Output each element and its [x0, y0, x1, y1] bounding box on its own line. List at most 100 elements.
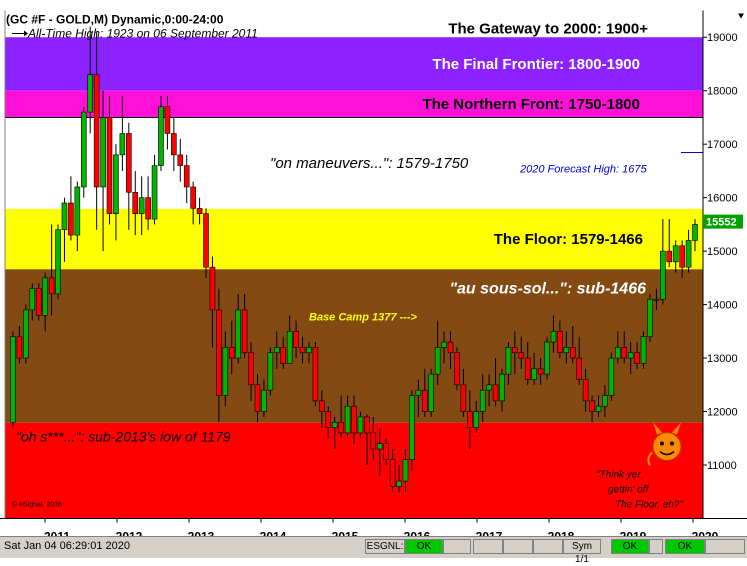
- candle-body: [434, 347, 441, 375]
- y-axis: 19000 18000 17000 16000 15000 14000 13000 12000…: [703, 32, 738, 472]
- candle-body: [280, 347, 287, 364]
- status-blank-3: [503, 539, 533, 554]
- candle-body: [409, 395, 415, 460]
- candle-body: [344, 405, 351, 434]
- candle-body: [672, 245, 679, 263]
- candle-body: [595, 405, 602, 412]
- candle-body: [151, 165, 158, 220]
- scroll-up-icon[interactable]: [738, 13, 744, 19]
- candle-body: [569, 347, 576, 359]
- candle-body: [421, 389, 428, 412]
- zone-label-4: The Floor: 1579-1466: [494, 231, 643, 248]
- y-tick-label: 12000: [707, 407, 738, 419]
- candle-body: [209, 266, 216, 311]
- status-datetime: Sat Jan 04 06:29:01 2020: [4, 540, 130, 552]
- status-ok-1[interactable]: OK: [405, 539, 443, 554]
- candle-body: [254, 384, 261, 412]
- candle-body: [614, 347, 621, 359]
- candle-body: [467, 411, 473, 428]
- candle-body: [621, 347, 628, 359]
- candle-body: [235, 309, 241, 359]
- candle-body: [248, 352, 254, 386]
- candle-body: [679, 245, 685, 268]
- candle-body: [183, 165, 190, 188]
- candle-body: [454, 352, 460, 386]
- candle-body: [608, 357, 615, 396]
- candle-body: [415, 389, 422, 396]
- status-sym: Sym 1/1: [563, 539, 601, 565]
- candle-body: [132, 192, 139, 215]
- candle-body: [286, 331, 293, 364]
- status-blank-6: [705, 539, 745, 554]
- candle-body: [196, 208, 203, 214]
- status-ok-3[interactable]: OK: [665, 539, 705, 554]
- status-ok-2[interactable]: OK: [611, 539, 649, 554]
- candle-body: [228, 347, 235, 359]
- y-tick-label: 18000: [707, 86, 738, 98]
- zone-label-1: The Final Frontier: 1800-1900: [432, 56, 640, 73]
- candle-body: [306, 347, 312, 354]
- candle-body: [627, 352, 634, 359]
- candle-body: [293, 331, 299, 348]
- candle-body: [190, 186, 196, 209]
- candle-body: [653, 298, 660, 301]
- candle-body: [68, 202, 74, 236]
- last-price-badge: 15552: [703, 214, 743, 229]
- zone-band-1: [5, 37, 703, 91]
- candle-body: [74, 186, 81, 236]
- status-blank-2: [473, 539, 503, 554]
- y-tick-label: 19000: [707, 32, 738, 44]
- devil-mascot-icon: [647, 422, 682, 466]
- zone-label-2: The Northern Front: 1750-1800: [422, 96, 640, 113]
- candle-body: [106, 117, 113, 214]
- quip-line-2: gettin' off: [608, 485, 649, 496]
- candle-body: [460, 384, 467, 412]
- candle-body: [576, 357, 582, 380]
- candle-body: [402, 459, 409, 482]
- candle-body: [473, 411, 480, 428]
- ath-arrow-icon: [12, 30, 28, 37]
- quip-line-3: The Floor, eh?": [615, 500, 683, 511]
- candle-body: [364, 416, 370, 434]
- candle-body: [164, 106, 171, 134]
- candle-body: [273, 347, 280, 354]
- zone-labels: The Gateway to 2000: 1900+ The Final Fron…: [16, 21, 648, 445]
- candle-body: [171, 133, 177, 156]
- candle-body: [16, 336, 23, 359]
- candle-body: [48, 277, 55, 295]
- all-time-high-label: All-Time High: 1923 on 06 September 2011: [27, 27, 258, 41]
- status-bar: Sat Jan 04 06:29:01 2020 ESGNL: OK Sym 1…: [0, 536, 747, 565]
- copyright: © eSignal, 2016: [12, 501, 62, 509]
- candle-body: [299, 347, 306, 354]
- candle-body: [261, 389, 267, 412]
- candle-body: [351, 405, 357, 434]
- candle-body: [312, 347, 319, 402]
- y-tick-label: 14000: [707, 300, 738, 312]
- candle-body: [441, 341, 447, 348]
- y-tick-label: 11000: [707, 460, 737, 472]
- candle-body: [241, 309, 248, 354]
- y-tick-label: 16000: [707, 193, 738, 205]
- candle-body: [492, 384, 499, 402]
- y-tick-label: 17000: [707, 139, 738, 151]
- candlesticks: [10, 26, 698, 492]
- candle-body: [634, 352, 640, 364]
- candle-body: [93, 74, 100, 188]
- candle-body: [499, 373, 505, 402]
- candle-body: [582, 379, 589, 402]
- candle-body: [55, 229, 61, 295]
- candle-body: [370, 432, 377, 450]
- status-esgnl-label: ESGNL:: [365, 539, 405, 554]
- zone-band-3: [5, 117, 703, 209]
- candle-body: [216, 309, 222, 396]
- candle-body: [396, 480, 402, 487]
- candle-body: [357, 416, 364, 434]
- y-tick-label: 15000: [707, 246, 738, 258]
- candle-body: [447, 341, 454, 354]
- forecast-label: 2020 Forecast High: 1675: [519, 164, 647, 176]
- chart-title: (GC #F - GOLD,M) Dynamic,0:00-24:00: [6, 13, 224, 27]
- candle-body: [602, 395, 608, 407]
- candle-body: [389, 459, 396, 487]
- candle-body: [531, 368, 537, 380]
